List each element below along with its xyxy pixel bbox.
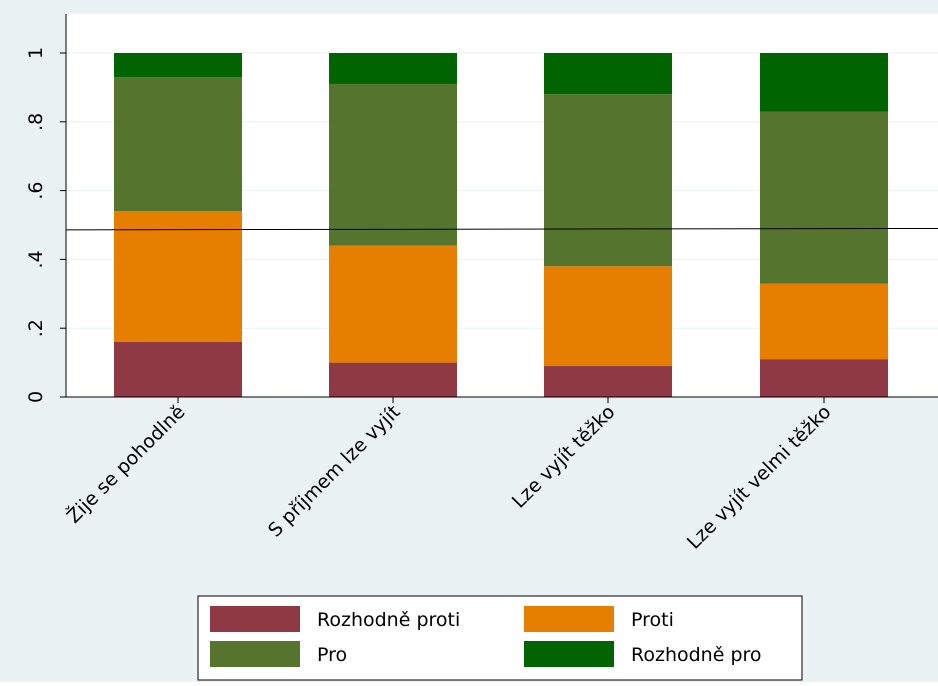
legend: Rozhodně proti Proti Pro Rozhodně pro [197, 595, 803, 681]
y-tick-label: .4 [25, 250, 47, 268]
legend-items: Rozhodně proti Proti Pro Rozhodně pro [210, 606, 762, 667]
reference-line-group [65, 227, 938, 231]
bar-segment [329, 83, 457, 246]
legend-label: Pro [317, 644, 347, 666]
legend-label: Rozhodně proti [317, 609, 460, 631]
bar-segment [114, 341, 242, 397]
bar-segment [114, 53, 242, 78]
legend-label: Proti [631, 609, 674, 631]
bars [114, 53, 888, 397]
bar-segment [544, 94, 672, 267]
y-axis-ticks: 0 .2 .4 .6 .8 1 [25, 47, 66, 403]
bar-segment [760, 359, 888, 397]
bar-segment [329, 245, 457, 363]
legend-swatch [524, 606, 614, 632]
y-tick-label: .6 [25, 182, 47, 200]
y-tick-label: .2 [25, 319, 47, 337]
legend-swatch [210, 641, 300, 667]
bar-segment [544, 366, 672, 397]
bar-segment [329, 362, 457, 397]
reference-line [65, 227, 938, 231]
bar-segment [544, 266, 672, 367]
bar-segment [544, 53, 672, 95]
bar-segment [760, 111, 888, 284]
bar-segment [760, 53, 888, 112]
legend-label: Rozhodně pro [631, 644, 762, 666]
y-tick-label: 0 [25, 391, 47, 403]
bar-segment [114, 77, 242, 212]
legend-swatch [210, 606, 300, 632]
bar-segment [760, 283, 888, 360]
y-tick-label: 1 [25, 47, 47, 59]
bar-segment [329, 53, 457, 84]
y-tick-label: .8 [25, 113, 47, 131]
bar-segment [114, 211, 242, 342]
legend-swatch [524, 641, 614, 667]
